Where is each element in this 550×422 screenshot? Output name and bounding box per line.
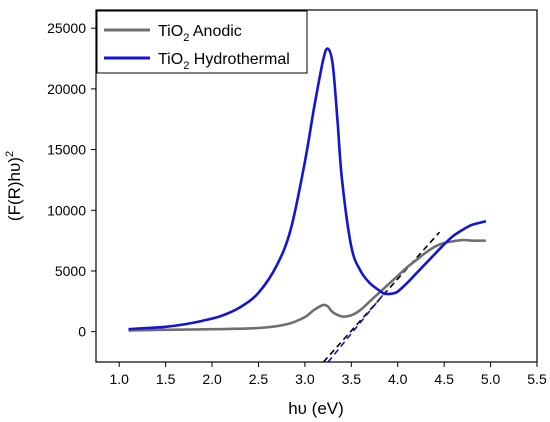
y-tick-label: 0 [78,324,86,340]
tangent-line-2 [327,291,387,362]
legend-label-anodic-suffix: Anodic [189,23,241,40]
legend-label-anodic-main: TiO [158,23,183,40]
x-tick-label: 1.5 [156,371,176,387]
tangent-line-1 [322,231,441,362]
x-tick-label: 5.5 [527,371,547,387]
x-tick-label: 3.0 [295,371,315,387]
x-tick-label: 2.5 [249,371,269,387]
y-axis-label: (F(R)hυ)2 [4,151,24,221]
legend: TiO2 Anodic TiO2 Hydrothermal [96,10,308,74]
legend-box [96,10,308,74]
x-tick-label: 3.5 [342,371,362,387]
x-tick-label: 2.0 [202,371,222,387]
y-tick-label: 20000 [47,81,86,97]
x-tick-label: 4.5 [434,371,454,387]
legend-label-hydrothermal-sub: 2 [183,60,189,72]
x-axis-label: hυ (eV) [288,399,344,418]
x-tick-label: 1.0 [109,371,129,387]
y-tick-label: 5000 [55,263,86,279]
tick-layer: 1.0 1.5 2.0 2.5 3.0 3.5 4.0 4.5 5.0 5.5 0 5000 10000… [47,20,547,387]
legend-label-hydrothermal-main: TiO [158,51,183,68]
series-line-hydrothermal [128,47,487,331]
x-tick-label: 5.0 [481,371,501,387]
series-line-anodic [128,238,486,332]
x-tick-label: 4.0 [388,371,408,387]
legend-label-anodic: TiO2 Anodic [158,23,242,44]
legend-label-anodic-sub: 2 [183,32,189,44]
y-axis-label-main: (F(R)hυ) [5,157,24,221]
plot-frame [95,9,538,363]
legend-label-hydrothermal-suffix: Hydrothermal [189,51,289,68]
series-layer [128,47,487,362]
legend-label-hydrothermal: TiO2 Hydrothermal [158,51,290,72]
y-tick-label: 10000 [47,202,86,218]
y-tick-label: 25000 [47,20,86,36]
y-axis-label-sup: 2 [4,151,16,157]
y-tick-label: 15000 [47,142,86,158]
